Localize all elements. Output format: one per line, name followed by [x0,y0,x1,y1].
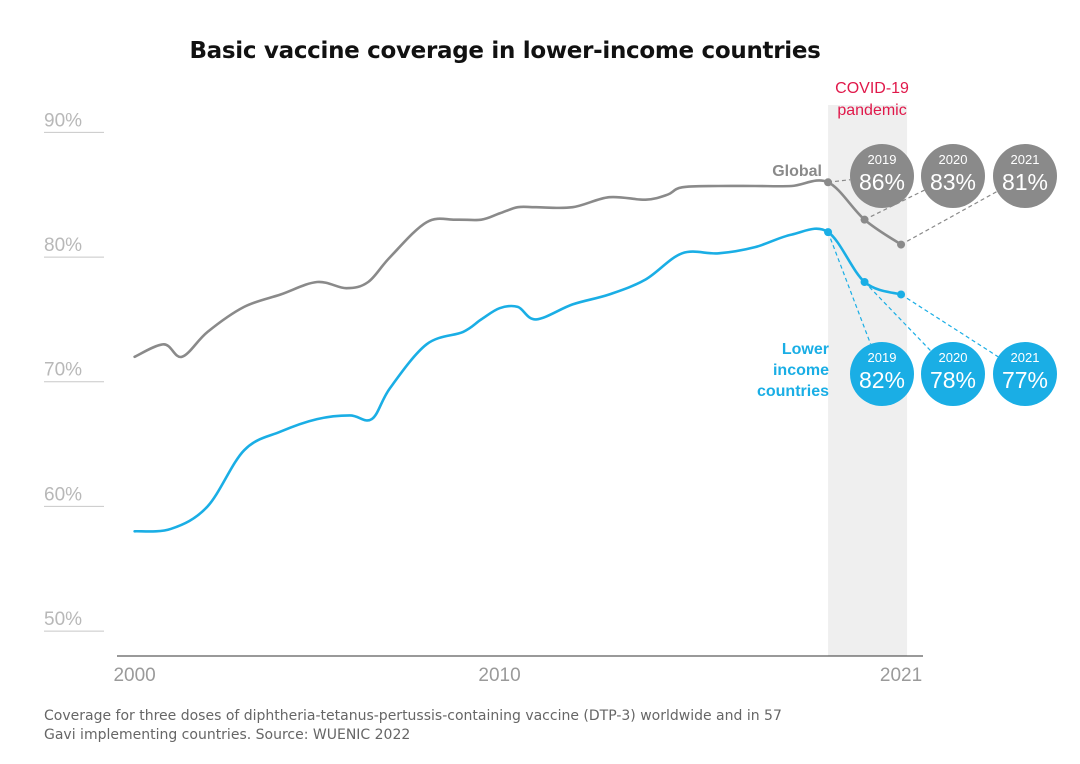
data-point-marker [897,290,906,299]
y-tick-label: 70% [44,360,82,381]
bubble-value-label: 82% [859,367,905,393]
bubble-year-label: 2019 [868,152,897,167]
footnote: Coverage for three doses of diphtheria-t… [44,708,782,743]
value-bubble [921,342,985,406]
data-point-marker [860,278,869,286]
bubble-value-label: 83% [930,169,976,195]
data-point-marker [897,240,906,249]
lower-income-line [133,227,903,533]
bubble-value-label: 81% [1002,169,1048,195]
value-bubble [993,144,1057,208]
pandemic-label: pandemic [837,102,906,119]
chart-title: Basic vaccine coverage in lower-income c… [189,38,821,64]
leader-line [900,293,999,358]
x-tick-label: 2000 [113,665,155,686]
data-point-marker [824,178,833,187]
chart-area: COVID-19 pandemic 50% 60% 70% 80% 90% 2000 2010… [44,80,1057,686]
bubble-year-label: 2020 [939,152,968,167]
leader-line [827,231,872,345]
y-tick-label: 80% [44,235,82,256]
x-tick-label: 2010 [478,665,520,686]
y-tick-label: 50% [44,609,82,630]
leader-line [864,281,932,352]
y-tick-label: 60% [44,484,82,505]
lower-income-series-label: Lower [782,341,829,358]
value-bubble [993,342,1057,406]
bubble-year-label: 2021 [1011,350,1040,365]
global-series-label: Global [772,163,822,180]
y-tick-label: 90% [44,110,82,131]
value-bubble [850,144,914,208]
x-tick-label: 2021 [880,665,922,686]
bubble-value-label: 78% [930,367,976,393]
leader-line [900,190,998,246]
bubble-year-label: 2021 [1011,152,1040,167]
bubble-value-label: 86% [859,169,905,195]
value-bubble [850,342,914,406]
bubble-year-label: 2019 [868,350,897,365]
value-bubble [921,144,985,208]
bubble-value-label: 77% [1002,367,1048,393]
lower-income-series-label: countries [757,383,829,400]
bubble-year-label: 2020 [939,350,968,365]
data-point-marker [824,228,833,237]
lower-income-series-label: income [773,362,829,379]
pandemic-label: COVID-19 [835,80,909,97]
data-point-marker [860,215,869,224]
global-line [133,179,903,359]
